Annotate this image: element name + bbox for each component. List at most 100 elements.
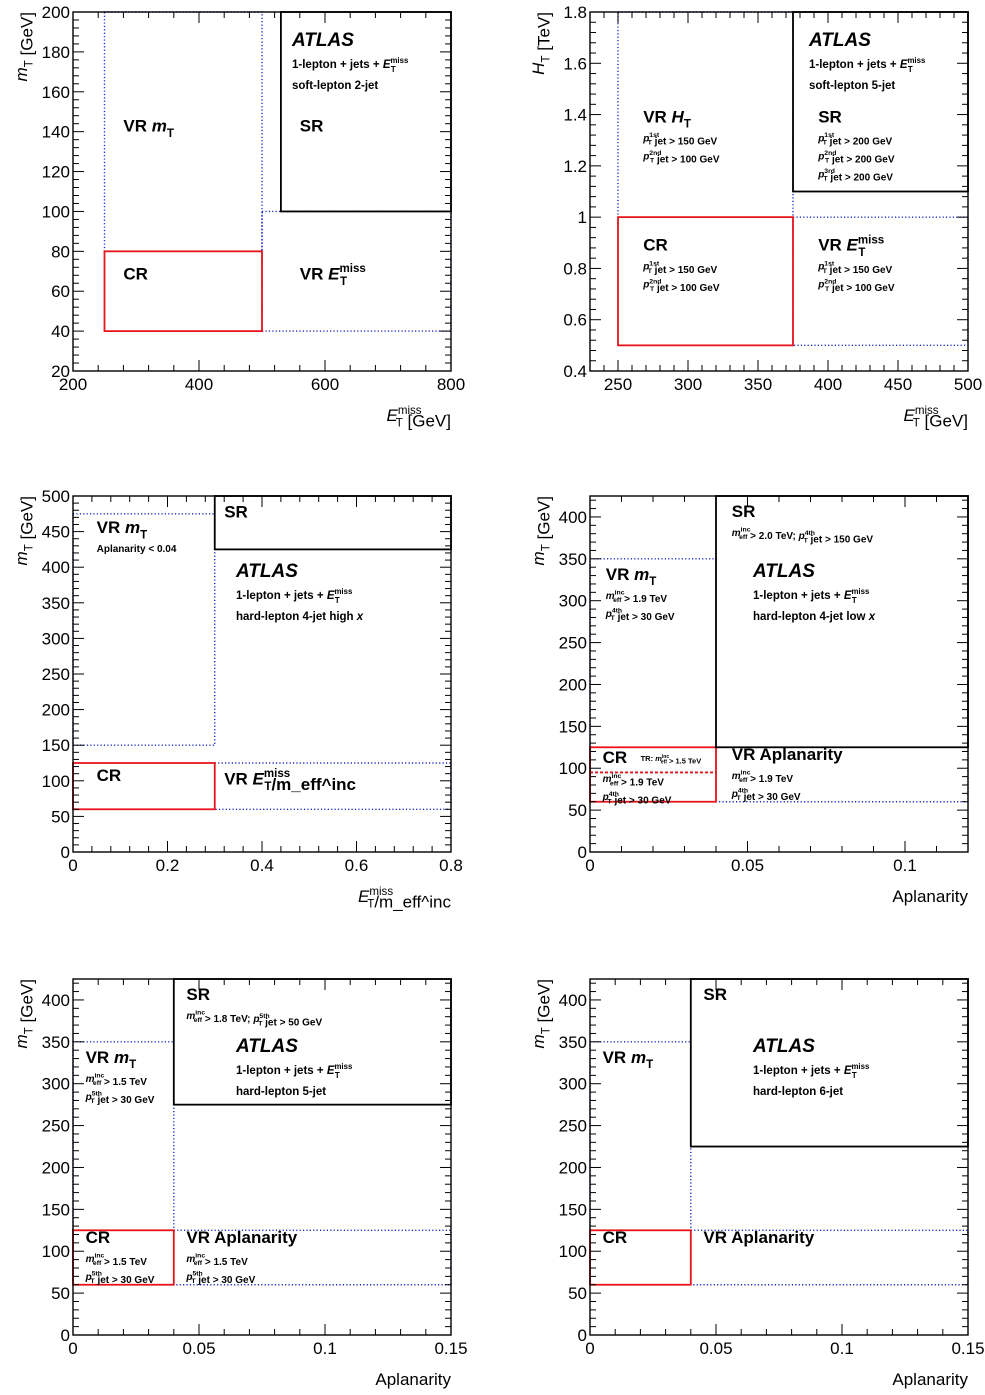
x-tick-label: 0.05: [182, 1339, 215, 1358]
x-tick-label: 400: [185, 375, 213, 394]
selection-cut-label: p4th T jet > 30 GeV: [731, 788, 801, 804]
selection-cut-label: p1st T jet > 150 GeV: [642, 132, 717, 148]
selection-cut-label: p5th T jet > 30 GeV: [85, 1091, 155, 1107]
region-sr: [213, 495, 452, 551]
region-label: VR Aplanarity: [703, 1228, 814, 1247]
analysis-info-line: 1-lepton + jets + Emiss T: [809, 56, 926, 74]
x-tick-label: 400: [814, 375, 842, 394]
x-tick-label: 300: [674, 375, 702, 394]
y-tick-label: 150: [559, 1200, 587, 1219]
y-tick-label: 120: [42, 163, 70, 182]
y-tick-label: 0.4: [563, 362, 587, 381]
region-label: CR: [123, 264, 148, 283]
x-tick-label: 0.15: [434, 1339, 467, 1358]
y-axis-title: mT [GeV]: [12, 496, 36, 565]
y-tick-label: 200: [559, 1158, 587, 1177]
y-tick-label: 150: [559, 717, 587, 736]
chart-panel-1: 200 400 600 800 20 40 60 80 100 120 140 160 180 200 Em…: [12, 3, 465, 431]
y-axis-title: mT [GeV]: [12, 12, 36, 81]
y-tick-label: 150: [42, 736, 70, 755]
y-tick-label: 200: [42, 701, 70, 720]
y-tick-label: 100: [559, 1242, 587, 1261]
plot-frame: [589, 11, 969, 372]
selection-cut-label: p1st T jet > 150 GeV: [642, 260, 717, 276]
analysis-info-line: hard-lepton 6-jet: [753, 1086, 843, 1098]
y-tick-label: 150: [42, 1200, 70, 1219]
analysis-info-line: 1-lepton + jets + Emiss T: [292, 56, 409, 74]
y-axis-title: mT [GeV]: [12, 979, 36, 1048]
region-label: VR mT: [97, 518, 148, 541]
selection-cut-label: p1st T jet > 200 GeV: [817, 132, 892, 148]
region-label: VR mT: [86, 1048, 137, 1071]
region-label: CR: [603, 748, 628, 767]
x-axis-title: Aplanarity: [375, 1370, 451, 1389]
y-tick-label: 180: [42, 43, 70, 62]
y-tick-label: 50: [51, 1284, 70, 1303]
x-tick-label: 0.05: [731, 856, 764, 875]
region-cr: [103, 250, 263, 333]
y-tick-label: 300: [42, 1075, 70, 1094]
region-cr: [72, 762, 216, 811]
x-tick-label: 0.2: [156, 856, 180, 875]
y-tick-label: 50: [568, 801, 587, 820]
y-tick-label: 200: [42, 1158, 70, 1177]
selection-cut-label: p5th T jet > 30 GeV: [85, 1271, 155, 1287]
analysis-info-line: 1-lepton + jets + Emiss T: [236, 587, 353, 605]
region-label: VR mT: [123, 117, 174, 140]
y-tick-label: 350: [42, 594, 70, 613]
x-axis-title: Aplanarity: [892, 1370, 968, 1389]
chart-panel-6: 0 0.05 0.1 0.15 0 50 100 150 200 250 300 350 400 Apla…: [529, 978, 985, 1389]
selection-cut-label: minc eff > 1.5 TeV: [86, 1253, 148, 1269]
y-tick-label: 1.6: [563, 54, 587, 73]
x-tick-label: 0.4: [250, 856, 274, 875]
selection-cut-label: minc eff > 1.9 TeV: [606, 590, 668, 606]
region-label: SR: [818, 107, 842, 126]
x-tick-label: 0.1: [313, 1339, 337, 1358]
chart-panel-3: 0 0.2 0.4 0.6 0.8 0 50 100 150 200 250 300 350 400 450…: [12, 487, 463, 912]
y-tick-label: 1.8: [563, 3, 587, 22]
selection-cut-label: minc eff > 1.9 TeV: [732, 770, 794, 786]
y-tick-label: 250: [559, 1117, 587, 1136]
y-tick-label: 50: [568, 1284, 587, 1303]
atlas-label: ATLAS: [752, 1036, 815, 1057]
selection-cut-label: p2nd T jet > 100 GeV: [817, 278, 895, 294]
y-tick-label: 250: [559, 634, 587, 653]
region-cr: [617, 216, 794, 347]
analysis-info-line: soft-lepton 5-jet: [809, 80, 895, 92]
x-tick-label: 0.05: [699, 1339, 732, 1358]
x-tick-label: 200: [59, 375, 87, 394]
x-tick-label: 0.6: [345, 856, 369, 875]
region-label: VR Aplanarity: [186, 1228, 297, 1247]
y-tick-label: 400: [559, 508, 587, 527]
analysis-info-line: 1-lepton + jets + Emiss T: [236, 1062, 353, 1080]
y-tick-label: 0.8: [563, 259, 587, 278]
y-tick-label: 400: [559, 991, 587, 1010]
y-tick-label: 400: [42, 558, 70, 577]
y-tick-label: 0.6: [563, 311, 587, 330]
region-label: CR: [86, 1228, 111, 1247]
x-tick-label: 0.15: [951, 1339, 984, 1358]
region-sr: [689, 978, 969, 1148]
region-label: VR HT: [643, 107, 691, 130]
x-axis-title: Aplanarity: [892, 887, 968, 906]
analysis-info-line: 1-lepton + jets + Emiss T: [753, 587, 870, 605]
plot-frame: [589, 978, 969, 1336]
x-tick-label: 0.1: [893, 856, 917, 875]
x-tick-label: 0: [68, 856, 77, 875]
y-tick-label: 300: [559, 592, 587, 611]
analysis-info-line: 1-lepton + jets + Emiss T: [753, 1062, 870, 1080]
x-tick-label: 450: [884, 375, 912, 394]
x-axis-title: Emiss T [GeV]: [903, 405, 968, 431]
y-tick-label: 20: [51, 362, 70, 381]
y-tick-label: 300: [559, 1075, 587, 1094]
region-label: VR mT: [603, 1048, 654, 1071]
x-axis-title: Emiss T/m_eff^inc: [358, 886, 451, 912]
region-label: CR: [643, 235, 668, 254]
chart-panel-4: 0 0.05 0.1 0 50 100 150 200 250 300 350 400 Aplanari…: [529, 495, 969, 906]
chart-panel-2: 250 300 350 400 450 500 0.4 0.6 0.8 1 1.2 1.4 1.6 1.8…: [529, 3, 982, 431]
y-tick-label: 1.4: [563, 106, 587, 125]
y-tick-label: 100: [42, 772, 70, 791]
y-axis-title: mT [GeV]: [529, 979, 553, 1048]
region-label: SR: [703, 985, 727, 1004]
y-tick-label: 500: [42, 487, 70, 506]
